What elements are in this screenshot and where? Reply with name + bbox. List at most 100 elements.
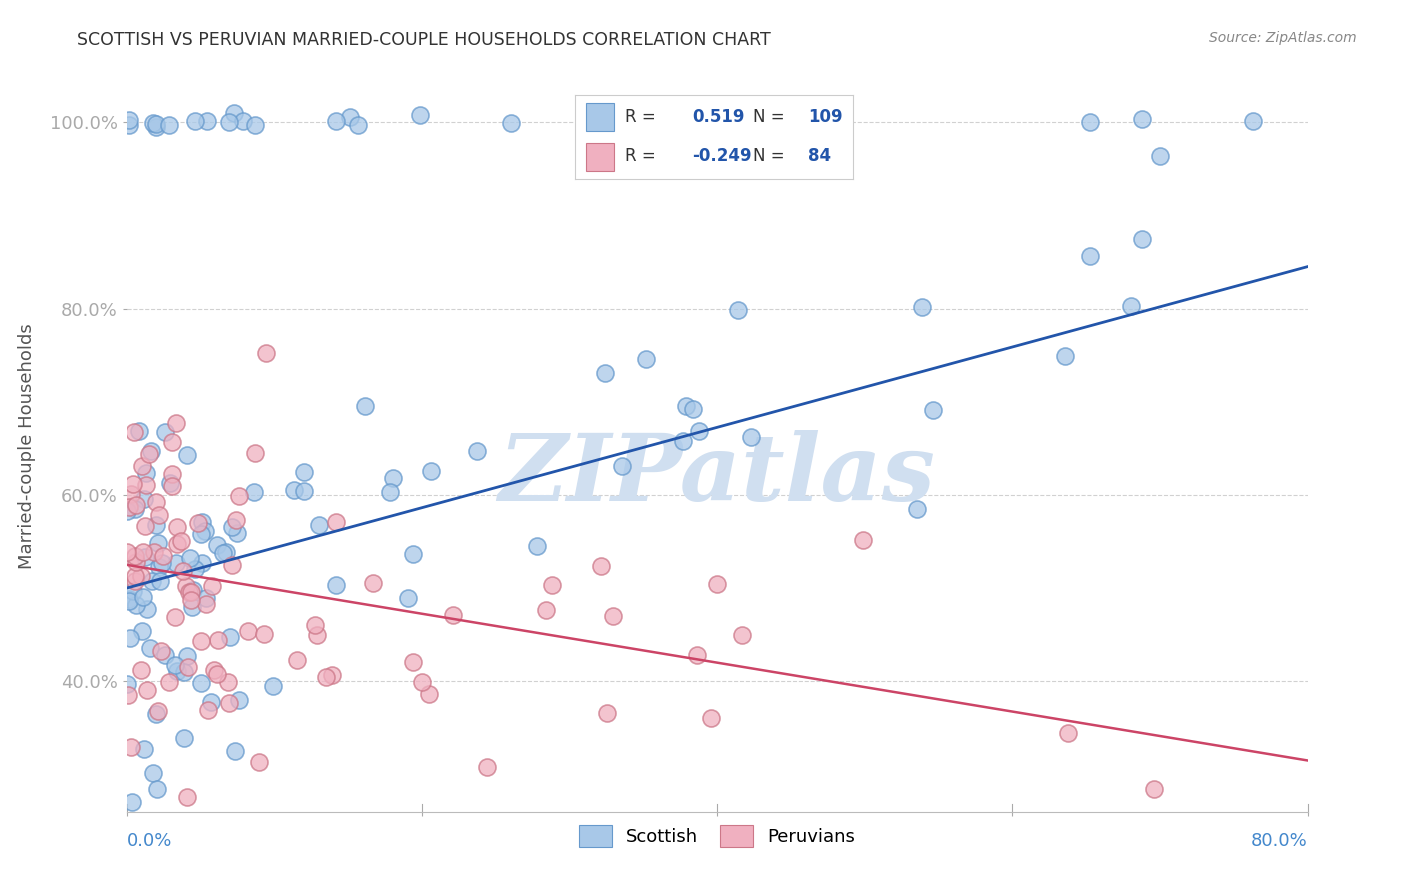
Point: [218, 115, 240, 129]
Point: [142, 766, 165, 780]
Point: [499, 116, 522, 130]
Point: [148, 508, 170, 522]
Point: [118, 118, 141, 132]
Point: [117, 592, 139, 607]
Text: Source: ZipAtlas.com: Source: ZipAtlas.com: [1209, 31, 1357, 45]
Point: [1078, 115, 1101, 129]
Point: [155, 425, 177, 439]
Point: [132, 590, 155, 604]
Point: [534, 603, 557, 617]
Y-axis label: Married-couple Households: Married-couple Households: [18, 323, 35, 569]
Point: [477, 759, 499, 773]
Point: [228, 489, 250, 503]
Point: [325, 114, 347, 128]
Point: [172, 565, 194, 579]
Point: [135, 477, 157, 491]
Point: [225, 513, 247, 527]
Point: [120, 740, 142, 755]
Point: [143, 545, 166, 559]
Point: [124, 549, 146, 563]
Point: [197, 703, 219, 717]
Point: [138, 447, 160, 461]
Point: [132, 741, 155, 756]
Point: [610, 459, 633, 474]
Point: [378, 485, 401, 500]
Point: [153, 648, 176, 662]
Point: [325, 578, 347, 592]
Point: [134, 549, 156, 564]
Point: [200, 695, 222, 709]
Point: [411, 675, 433, 690]
Point: [139, 640, 162, 655]
Point: [228, 693, 250, 707]
Point: [221, 558, 243, 572]
Point: [129, 664, 152, 678]
Point: [540, 577, 562, 591]
Point: [1241, 113, 1264, 128]
Point: [132, 492, 155, 507]
Point: [166, 537, 188, 551]
Point: [115, 545, 138, 559]
Point: [682, 401, 704, 416]
Point: [120, 487, 142, 501]
Point: [176, 648, 198, 663]
Point: [1149, 149, 1171, 163]
Point: [163, 610, 186, 624]
Point: [921, 403, 943, 417]
Point: [307, 628, 329, 642]
Point: [700, 711, 723, 725]
Point: [166, 520, 188, 534]
Point: [321, 668, 343, 682]
Point: [187, 516, 209, 530]
Point: [181, 583, 204, 598]
Point: [136, 683, 159, 698]
Point: [243, 446, 266, 460]
Point: [190, 527, 212, 541]
Point: [149, 644, 172, 658]
Point: [731, 627, 754, 641]
Point: [179, 585, 201, 599]
Point: [174, 579, 197, 593]
Point: [165, 658, 187, 673]
Point: [134, 519, 156, 533]
Point: [911, 300, 934, 314]
Point: [205, 538, 228, 552]
Point: [157, 118, 180, 132]
Point: [125, 598, 148, 612]
Point: [727, 303, 749, 318]
Point: [419, 465, 441, 479]
Point: [201, 579, 224, 593]
Point: [236, 624, 259, 639]
Point: [173, 731, 195, 745]
Point: [128, 425, 150, 439]
Point: [465, 443, 488, 458]
Point: [173, 665, 195, 680]
Point: [118, 631, 141, 645]
Point: [202, 663, 225, 677]
Point: [184, 114, 207, 128]
Point: [115, 677, 138, 691]
Point: [396, 591, 419, 605]
Point: [218, 696, 240, 710]
Point: [905, 502, 928, 516]
Text: SCOTTISH VS PERUVIAN MARRIED-COUPLE HOUSEHOLDS CORRELATION CHART: SCOTTISH VS PERUVIAN MARRIED-COUPLE HOUS…: [77, 31, 770, 49]
Point: [1053, 349, 1076, 363]
Point: [122, 477, 145, 491]
Point: [292, 465, 315, 479]
Point: [1078, 249, 1101, 263]
Point: [1130, 232, 1153, 246]
Point: [145, 517, 167, 532]
Point: [160, 479, 183, 493]
Point: [162, 435, 184, 450]
Point: [190, 675, 212, 690]
Point: [247, 756, 270, 770]
Point: [145, 707, 167, 722]
Point: [254, 345, 277, 359]
Point: [688, 424, 710, 438]
Point: [418, 687, 440, 701]
Point: [285, 653, 308, 667]
Point: [121, 796, 143, 810]
Point: [165, 416, 187, 430]
Point: [211, 545, 233, 559]
Point: [363, 575, 385, 590]
